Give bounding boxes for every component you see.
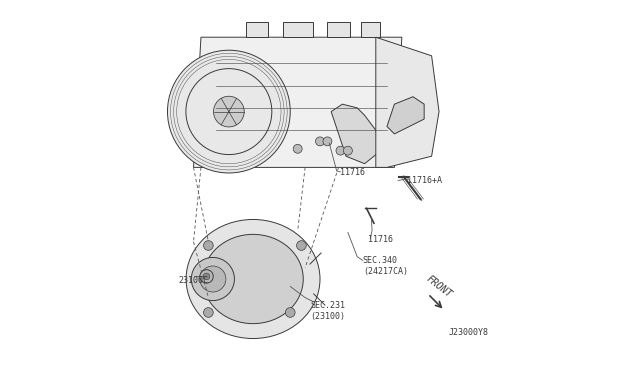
Circle shape bbox=[200, 270, 213, 283]
Circle shape bbox=[344, 146, 353, 155]
Circle shape bbox=[285, 308, 295, 317]
Text: 11716: 11716 bbox=[340, 169, 365, 177]
Circle shape bbox=[316, 137, 324, 146]
Text: 11716+A: 11716+A bbox=[408, 176, 442, 185]
Polygon shape bbox=[387, 97, 424, 134]
Circle shape bbox=[296, 241, 306, 250]
Text: SEC.231
(23100): SEC.231 (23100) bbox=[310, 301, 346, 321]
Circle shape bbox=[204, 241, 213, 250]
Circle shape bbox=[200, 266, 226, 292]
FancyBboxPatch shape bbox=[246, 22, 268, 37]
Ellipse shape bbox=[186, 219, 320, 339]
Text: FRONT: FRONT bbox=[424, 273, 454, 299]
Circle shape bbox=[203, 273, 210, 280]
Circle shape bbox=[191, 257, 234, 301]
Circle shape bbox=[293, 144, 302, 153]
FancyBboxPatch shape bbox=[328, 22, 349, 37]
Ellipse shape bbox=[203, 234, 303, 324]
Text: J23000Y8: J23000Y8 bbox=[449, 328, 488, 337]
Circle shape bbox=[336, 146, 345, 155]
Text: SEC.340
(24217CA): SEC.340 (24217CA) bbox=[363, 256, 408, 276]
Text: 23100C: 23100C bbox=[179, 276, 209, 285]
Circle shape bbox=[204, 308, 213, 317]
Circle shape bbox=[323, 137, 332, 146]
Circle shape bbox=[168, 50, 291, 173]
Text: 11716: 11716 bbox=[369, 235, 394, 244]
FancyBboxPatch shape bbox=[283, 22, 312, 37]
Polygon shape bbox=[376, 37, 439, 167]
Circle shape bbox=[214, 96, 244, 127]
Polygon shape bbox=[193, 37, 402, 167]
Polygon shape bbox=[331, 104, 383, 164]
FancyBboxPatch shape bbox=[361, 22, 380, 37]
